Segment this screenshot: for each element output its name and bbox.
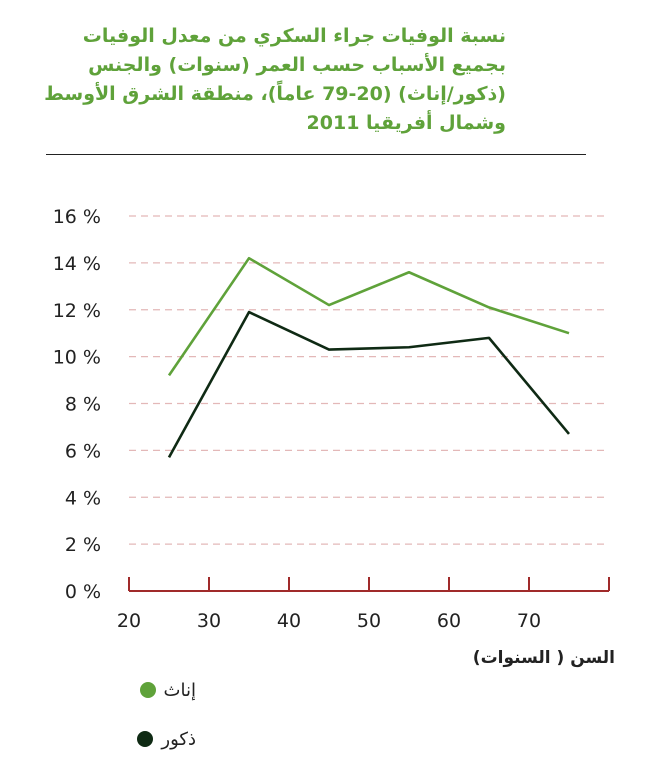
- series-line-female: [167, 256, 570, 377]
- series-line-male: [167, 310, 570, 459]
- y-tick-label: 6 %: [65, 440, 101, 462]
- title-divider: [46, 154, 586, 155]
- y-tick-label: 4 %: [65, 487, 101, 509]
- x-tick-label: 30: [197, 610, 221, 632]
- x-tick-label: 40: [277, 610, 301, 632]
- x-tick-label: 60: [437, 610, 461, 632]
- x-axis-label: السن ( السنوات): [472, 648, 615, 668]
- legend-label-female: إناث: [163, 679, 196, 701]
- x-tick-label: 70: [517, 610, 541, 632]
- legend-item-female: إناث: [110, 678, 196, 702]
- y-tick-label: 0 %: [65, 581, 101, 603]
- y-tick-label: 10 %: [53, 347, 101, 369]
- legend-label-male: ذكور: [161, 728, 196, 750]
- y-tick-label: 8 %: [65, 394, 101, 416]
- y-tick-label: 2 %: [65, 534, 101, 556]
- legend-dot-male: [137, 731, 154, 747]
- legend-item-male: ذكور: [110, 727, 196, 751]
- y-tick-label: 14 %: [53, 253, 101, 275]
- chart-title: نسبة الوفيات جراء السكري من معدل الوفيات…: [44, 25, 506, 134]
- x-tick-label: 50: [357, 610, 381, 632]
- y-tick-label: 12 %: [53, 300, 101, 322]
- y-tick-label: 16 %: [53, 206, 101, 228]
- legend-dot-female: [139, 682, 156, 698]
- x-tick-label: 20: [117, 610, 141, 632]
